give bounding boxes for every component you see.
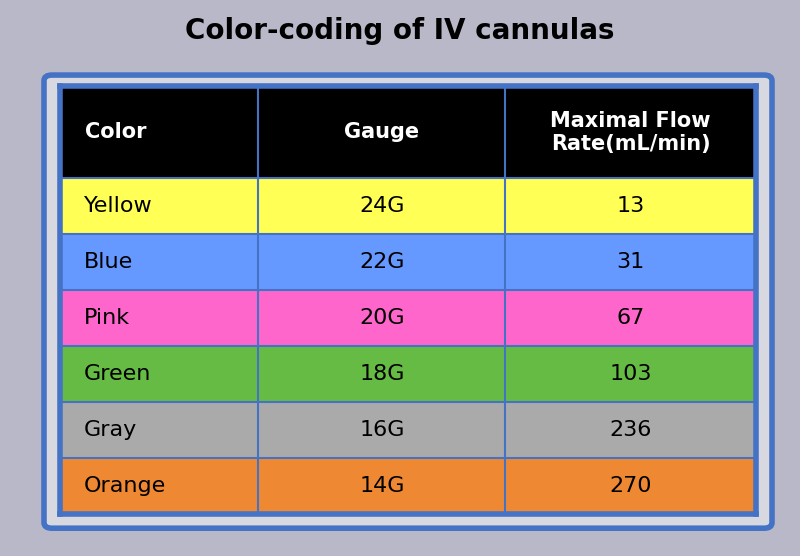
Text: 24G: 24G xyxy=(359,196,405,216)
Text: 14G: 14G xyxy=(359,476,405,497)
Text: Gauge: Gauge xyxy=(344,122,419,142)
Bar xyxy=(174,93,190,112)
Text: 13: 13 xyxy=(617,196,645,216)
Text: 31: 31 xyxy=(617,252,645,272)
Text: 67: 67 xyxy=(617,308,645,328)
Text: 22G: 22G xyxy=(359,252,405,272)
Text: Color: Color xyxy=(85,122,146,142)
Polygon shape xyxy=(210,121,257,127)
Text: 16G: 16G xyxy=(359,420,405,440)
Text: Blue: Blue xyxy=(84,252,133,272)
Bar xyxy=(174,130,190,150)
Bar xyxy=(164,112,210,130)
Text: Gray: Gray xyxy=(84,420,137,440)
Text: Orange: Orange xyxy=(84,476,166,497)
Text: 18G: 18G xyxy=(359,364,405,384)
Text: Color-coding of IV cannulas: Color-coding of IV cannulas xyxy=(186,17,614,44)
Text: Yellow: Yellow xyxy=(84,196,153,216)
Text: 270: 270 xyxy=(610,476,652,497)
Text: 236: 236 xyxy=(610,420,652,440)
Text: 20G: 20G xyxy=(359,308,405,328)
Text: Maximal Flow
Rate(mL/min): Maximal Flow Rate(mL/min) xyxy=(550,111,711,154)
Text: Pink: Pink xyxy=(84,308,130,328)
Text: 103: 103 xyxy=(610,364,652,384)
Text: Green: Green xyxy=(84,364,151,384)
